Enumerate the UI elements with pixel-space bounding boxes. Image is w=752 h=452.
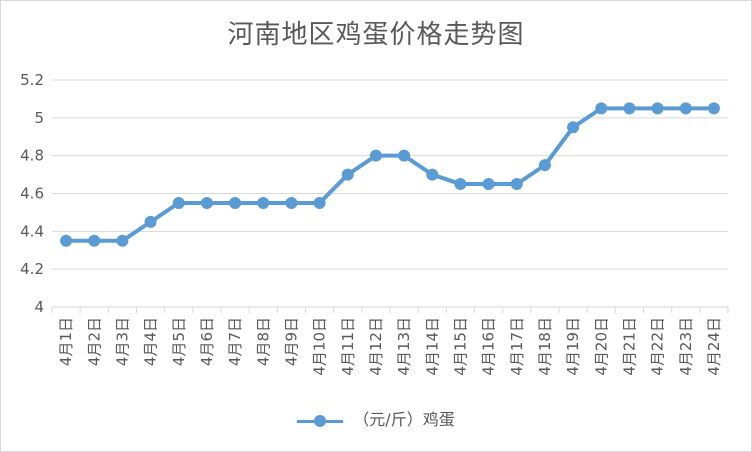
x-tick-label: 4月2日 [85,317,103,366]
x-tick-label: 4月13日 [395,317,413,376]
x-tick-label: 4月18日 [536,317,554,376]
y-tick-label: 5 [34,109,44,127]
x-tick-label: 4月5日 [170,317,188,366]
data-point [482,178,495,191]
legend-swatch [297,414,344,427]
data-point [426,168,439,181]
x-tick-label: 4月9日 [282,317,300,366]
x-tick-label: 4月20日 [592,317,610,376]
data-point [257,196,270,209]
data-point [88,234,101,247]
data-point [707,102,720,115]
y-tick-label: 4.8 [20,147,44,165]
x-tick-label: 4月21日 [620,317,638,376]
data-point [60,234,73,247]
data-point [651,102,664,115]
data-point [595,102,608,115]
x-tick-label: 4月22日 [649,317,667,376]
x-tick-label: 4月11日 [339,317,357,376]
data-point [369,149,382,162]
data-point [313,196,326,209]
data-point [341,168,354,181]
x-tick-label: 4月23日 [677,317,695,376]
y-tick-label: 4.2 [20,260,44,278]
legend-label: （元/斤）鸡蛋 [353,410,455,429]
x-tick-label: 4月15日 [451,317,469,376]
y-tick-label: 4.4 [20,222,44,240]
data-point [510,178,523,191]
data-point [285,196,298,209]
x-tick-label: 4月4日 [142,317,160,366]
x-tick-label: 4月1日 [57,317,75,366]
data-point [144,215,157,228]
x-tick-label: 4月12日 [367,317,385,376]
x-tick-label: 4月17日 [508,317,526,376]
x-tick-label: 4月10日 [311,317,329,376]
chart-title: 河南地区鸡蛋价格走势图 [227,20,525,50]
data-point [398,149,411,162]
data-point [679,102,692,115]
data-point [538,159,551,172]
data-point [623,102,636,115]
x-tick-label: 4月14日 [423,317,441,376]
x-tick-label: 4月16日 [480,317,498,376]
y-tick-label: 4 [34,298,44,316]
data-point [116,234,129,247]
data-point [229,196,242,209]
data-point [172,196,185,209]
data-point [200,196,213,209]
x-tick-label: 4月19日 [564,317,582,376]
data-point [567,121,580,134]
series-line [66,106,714,243]
y-tick-label: 4.6 [20,185,44,203]
data-point [454,178,467,191]
x-tick-label: 4月7日 [226,317,244,366]
y-tick-label: 5.2 [20,71,44,89]
chart-legend: （元/斤）鸡蛋 [0,406,752,430]
x-tick-label: 4月3日 [113,317,131,366]
x-tick-label: 4月8日 [254,317,272,366]
x-tick-label: 4月6日 [198,317,216,366]
x-tick-label: 4月24日 [705,317,723,376]
